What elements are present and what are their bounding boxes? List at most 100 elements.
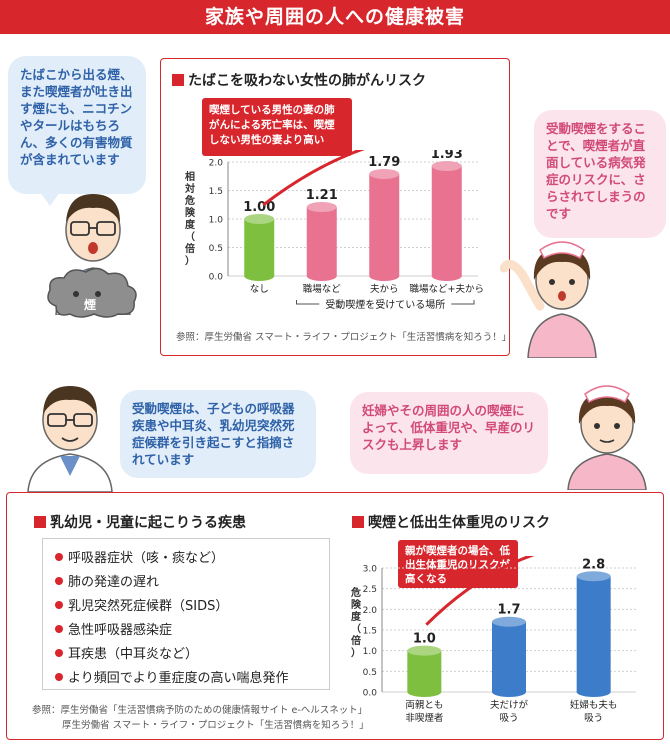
bar-base (306, 271, 337, 281)
list-item: より頻回でより重症度の高い喘息発作 (55, 667, 288, 686)
list-item: 乳児突然死症候群（SIDS） (55, 595, 228, 614)
list-item: 急性呼吸器感染症 (55, 619, 172, 638)
y-axis-label: ） (351, 646, 361, 659)
y-tick-label: 0.0 (363, 689, 378, 699)
y-axis-label: 危 (185, 194, 195, 207)
x-tick-label: 夫だけが (490, 699, 529, 711)
data-label: 1.7 (497, 603, 520, 618)
bar (244, 219, 275, 276)
doctor-illustration-icon-2 (27, 386, 113, 492)
nurse-illustration-icon (500, 241, 597, 358)
bar (431, 165, 462, 276)
speech-bubble-smoke-text: たばこから出る煙、また喫煙者が吐き出す煙にも、ニコチンやタールはもちろん、多くの… (20, 67, 133, 167)
bullet-icon (55, 649, 63, 657)
diseases-title: 乳幼児・児童に起こりうる疾患 (34, 512, 246, 532)
y-axis-label: 度 (351, 610, 362, 623)
bar-base (369, 271, 400, 281)
lung-cancer-callout: 喫煙している男性の妻の肺がんによる死亡率は、喫煙しない男性の妻より高い (202, 98, 352, 156)
bar-base (244, 271, 275, 281)
birthweight-bar-chart: 0.00.51.01.52.02.53.0危険度（倍）1.0両親とも非喫煙者1.… (351, 556, 636, 724)
y-axis-label: 対 (184, 182, 195, 195)
list-item: 肺の発達の遅れ (55, 571, 159, 590)
x-tick-label: 妊婦も夫も (570, 699, 618, 711)
y-axis-label: 険 (351, 598, 362, 611)
list-item-text: 耳疾患（中耳炎など） (68, 647, 199, 662)
data-label: 2.8 (582, 557, 605, 572)
birthweight-chart-title-text: 喫煙と低出生体重児のリスク (368, 515, 550, 531)
y-tick-label: 1.0 (363, 647, 378, 657)
bar-base (576, 687, 611, 697)
data-label: 1.21 (306, 188, 338, 203)
data-label: 1.0 (413, 632, 436, 647)
y-tick-label: 1.5 (209, 187, 223, 197)
lung-cancer-callout-text: 喫煙している男性の妻の肺がんによる死亡率は、喫煙しない男性の妻より高い (209, 104, 335, 146)
data-label: 1.93 (431, 150, 463, 162)
speech-bubble-pregnancy: 妊婦やその周囲の人の喫煙によって、低体重児や、早産のリスクも上昇します (350, 392, 548, 474)
bar-top (244, 214, 275, 224)
y-axis-label: 危 (351, 586, 361, 599)
y-axis-label: 倍 (351, 634, 361, 647)
data-label: 1.00 (243, 200, 275, 215)
bar-base (431, 271, 462, 281)
x-tick-label: 職場など (303, 283, 342, 295)
list-item-text: より頻回でより重症度の高い喘息発作 (68, 671, 289, 686)
y-tick-label: 3.0 (363, 565, 378, 575)
speech-bubble-children: 受動喫煙は、子どもの呼吸器疾患や中耳炎、乳幼児突然死症候群を引き起こすと指摘され… (120, 390, 316, 478)
speech-bubble-smoke: たばこから出る煙、また喫煙者が吐き出す煙にも、ニコチンやタールはもちろん、多くの… (8, 56, 146, 194)
y-tick-label: 0.5 (209, 244, 223, 254)
bar-top (407, 645, 442, 656)
diseases-reference-2: 厚生労働省 スマート・ライフ・プロジェクト「生活習慣病を知ろう！」 (62, 720, 369, 731)
y-axis-label: （ (351, 622, 361, 635)
y-tick-label: 2.0 (363, 606, 378, 616)
y-axis-label: 険 (185, 206, 196, 219)
bar (492, 621, 526, 692)
y-axis-label: ） (185, 254, 195, 267)
smoke-cloud-label: 煙 (84, 298, 97, 312)
bar (369, 173, 400, 276)
birthweight-chart-title: 喫煙と低出生体重児のリスク (352, 512, 550, 532)
x-tick-label: 両親とも (405, 699, 443, 711)
diseases-title-text: 乳幼児・児童に起こりうる疾患 (50, 515, 246, 531)
speech-bubble-passive-risk-text: 受動喫煙をすることで、喫煙者が直面している病気発症のリスクに、さらされてしまうの… (546, 121, 647, 221)
trend-arrow (262, 150, 365, 207)
group-label: 受動喫煙を受けている場所 (325, 298, 445, 311)
bar-top (431, 160, 462, 171)
y-axis-label: 相 (185, 170, 195, 183)
bullet-icon (55, 625, 63, 633)
lung-cancer-reference: 参照：厚生労働省 スマート・ライフ・プロジェクト「生活習慣病を知ろう！」 (176, 332, 512, 343)
bar (576, 576, 611, 692)
x-tick-label: 吸う (499, 713, 518, 724)
list-item-text: 乳児突然死症候群（SIDS） (68, 599, 229, 614)
title-marker (34, 516, 46, 528)
list-item: 耳疾患（中耳炎など） (55, 643, 198, 662)
list-item-text: 肺の発達の遅れ (68, 575, 160, 590)
y-tick-label: 1.0 (209, 216, 224, 226)
y-tick-label: 0.5 (363, 668, 377, 678)
list-item: 呼吸器症状（咳・痰など） (55, 547, 224, 566)
x-tick-label: 吸う (584, 713, 603, 724)
x-tick-label: 職場など+夫から (410, 283, 484, 295)
y-tick-label: 2.5 (363, 585, 377, 595)
y-tick-label: 1.5 (363, 627, 377, 637)
disease-list: 呼吸器症状（咳・痰など） 肺の発達の遅れ 乳児突然死症候群（SIDS） 急性呼吸… (42, 538, 330, 690)
x-tick-label: なし (250, 284, 269, 295)
title-marker (172, 74, 184, 86)
diseases-reference-1: 参照：厚生労働省「生活習慣病予防のための健康情報サイト e-ヘルスネット」 (32, 705, 368, 716)
bar-top (306, 202, 337, 213)
bar-top (369, 168, 400, 179)
speech-bubble-children-text: 受動喫煙は、子どもの呼吸器疾患や中耳炎、乳幼児突然死症候群を引き起こすと指摘され… (132, 401, 295, 467)
y-tick-label: 2.0 (209, 159, 224, 169)
bullet-icon (55, 577, 63, 585)
smoke-cloud-icon (47, 267, 137, 318)
nurse-illustration-icon-2 (567, 385, 647, 490)
list-item-text: 呼吸器症状（咳・痰など） (68, 551, 225, 566)
bar-top (492, 616, 526, 627)
bar-top (576, 571, 611, 582)
title-marker (352, 516, 364, 528)
list-item-text: 急性呼吸器感染症 (68, 623, 173, 638)
lung-cancer-chart-title: たばこを吸わない女性の肺がんリスク (172, 70, 426, 90)
bullet-icon (55, 553, 63, 561)
x-tick-label: 夫から (370, 283, 399, 295)
trend-arrow (425, 556, 535, 626)
